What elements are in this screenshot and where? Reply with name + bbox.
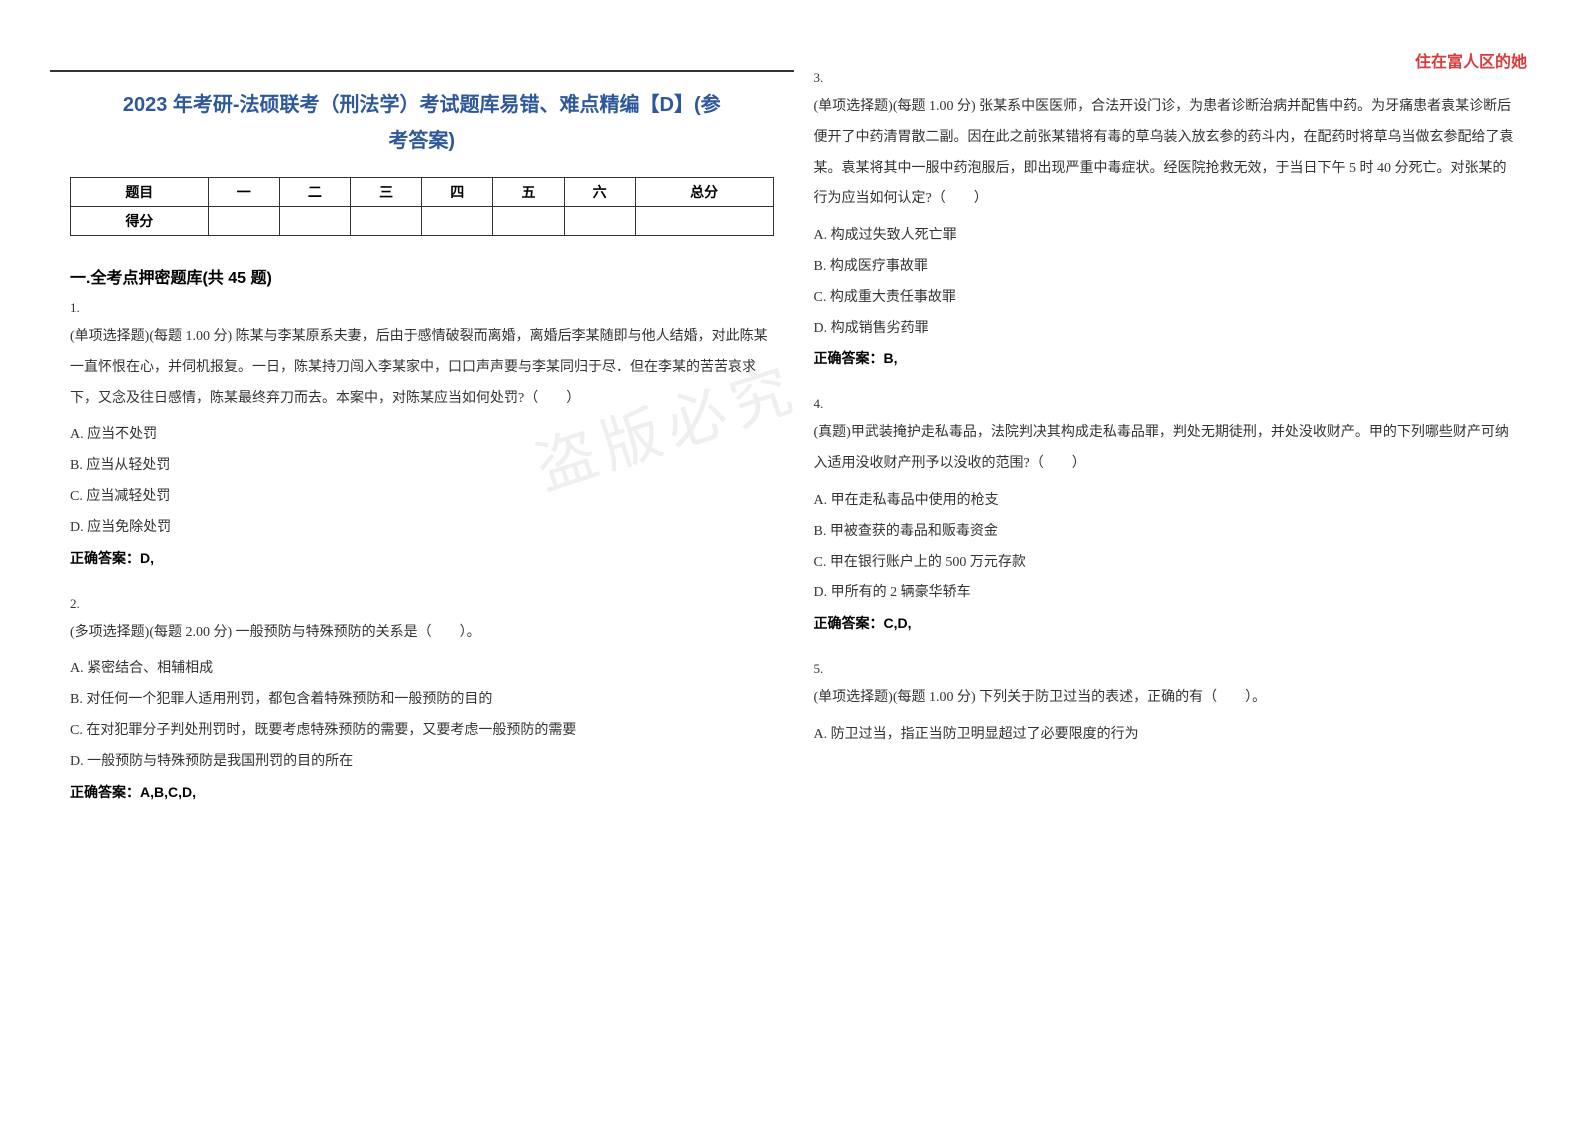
table-header: 总分 — [635, 178, 773, 207]
question-block: 3. (单项选择题)(每题 1.00 分) 张某系中医医师，合法开设门诊，为患者… — [814, 70, 1518, 368]
table-cell — [493, 207, 564, 236]
option: A. 甲在走私毒品中使用的枪支 — [814, 486, 1518, 517]
table-cell — [208, 207, 279, 236]
table-cell — [422, 207, 493, 236]
table-header: 题目 — [71, 178, 209, 207]
question-text: (多项选择题)(每题 2.00 分) 一般预防与特殊预防的关系是（ ）。 — [70, 618, 774, 649]
answer-text: 正确答案：C,D, — [814, 613, 1518, 633]
title-line-1: 2023 年考研-法硕联考（刑法学）考试题库易错、难点精编【D】(参 — [123, 94, 721, 116]
table-cell — [351, 207, 422, 236]
table-cell — [564, 207, 635, 236]
question-number: 1. — [70, 300, 774, 316]
option: A. 构成过失致人死亡罪 — [814, 221, 1518, 252]
question-block: 2. (多项选择题)(每题 2.00 分) 一般预防与特殊预防的关系是（ ）。 … — [70, 596, 774, 802]
table-header: 六 — [564, 178, 635, 207]
option: D. 构成销售劣药罪 — [814, 314, 1518, 345]
option: A. 防卫过当，指正当防卫明显超过了必要限度的行为 — [814, 720, 1518, 751]
option: D. 应当免除处罚 — [70, 513, 774, 544]
table-cell — [635, 207, 773, 236]
question-number: 5. — [814, 661, 1518, 677]
document-title: 2023 年考研-法硕联考（刑法学）考试题库易错、难点精编【D】(参 考答案) — [70, 87, 774, 159]
option: B. 应当从轻处罚 — [70, 451, 774, 482]
answer-text: 正确答案：A,B,C,D, — [70, 782, 774, 802]
option: D. 甲所有的 2 辆豪华轿车 — [814, 578, 1518, 609]
question-number: 2. — [70, 596, 774, 612]
option: C. 在对犯罪分子判处刑罚时，既要考虑特殊预防的需要，又要考虑一般预防的需要 — [70, 716, 774, 747]
header-right-text: 住在富人区的她 — [1415, 48, 1527, 72]
title-line-2: 考答案) — [388, 130, 455, 152]
question-number: 3. — [814, 70, 1518, 86]
question-block: 4. (真题)甲武装掩护走私毒品，法院判决其构成走私毒品罪，判处无期徒刑，并处没… — [814, 396, 1518, 633]
table-header: 四 — [422, 178, 493, 207]
table-header: 二 — [279, 178, 350, 207]
question-block: 5. (单项选择题)(每题 1.00 分) 下列关于防卫过当的表述，正确的有（ … — [814, 661, 1518, 751]
question-text: (单项选择题)(每题 1.00 分) 张某系中医医师，合法开设门诊，为患者诊断治… — [814, 92, 1518, 215]
option: B. 构成医疗事故罪 — [814, 252, 1518, 283]
question-number: 4. — [814, 396, 1518, 412]
question-text: (单项选择题)(每题 1.00 分) 陈某与李某原系夫妻，后由于感情破裂而离婚，… — [70, 322, 774, 414]
option: B. 对任何一个犯罪人适用刑罚，都包含着特殊预防和一般预防的目的 — [70, 685, 774, 716]
option: C. 应当减轻处罚 — [70, 482, 774, 513]
table-header: 三 — [351, 178, 422, 207]
option: A. 紧密结合、相辅相成 — [70, 654, 774, 685]
table-header: 五 — [493, 178, 564, 207]
left-column: 2023 年考研-法硕联考（刑法学）考试题库易错、难点精编【D】(参 考答案) … — [50, 70, 794, 830]
option: C. 构成重大责任事故罪 — [814, 283, 1518, 314]
answer-text: 正确答案：D, — [70, 548, 774, 568]
table-cell — [279, 207, 350, 236]
question-text: (真题)甲武装掩护走私毒品，法院判决其构成走私毒品罪，判处无期徒刑，并处没收财产… — [814, 418, 1518, 480]
table-header: 一 — [208, 178, 279, 207]
option: D. 一般预防与特殊预防是我国刑罚的目的所在 — [70, 747, 774, 778]
table-header: 得分 — [71, 207, 209, 236]
option: B. 甲被查获的毒品和贩毒资金 — [814, 517, 1518, 548]
option: C. 甲在银行账户上的 500 万元存款 — [814, 548, 1518, 579]
score-table: 题目 一 二 三 四 五 六 总分 得分 — [70, 177, 774, 236]
option: A. 应当不处罚 — [70, 420, 774, 451]
question-text: (单项选择题)(每题 1.00 分) 下列关于防卫过当的表述，正确的有（ ）。 — [814, 683, 1518, 714]
section-title: 一.全考点押密题库(共 45 题) — [70, 264, 774, 288]
table-row: 得分 — [71, 207, 774, 236]
table-row: 题目 一 二 三 四 五 六 总分 — [71, 178, 774, 207]
question-block: 1. (单项选择题)(每题 1.00 分) 陈某与李某原系夫妻，后由于感情破裂而… — [70, 300, 774, 568]
answer-text: 正确答案：B, — [814, 348, 1518, 368]
page-container: 2023 年考研-法硕联考（刑法学）考试题库易错、难点精编【D】(参 考答案) … — [0, 0, 1587, 870]
right-column: 3. (单项选择题)(每题 1.00 分) 张某系中医医师，合法开设门诊，为患者… — [794, 70, 1538, 830]
